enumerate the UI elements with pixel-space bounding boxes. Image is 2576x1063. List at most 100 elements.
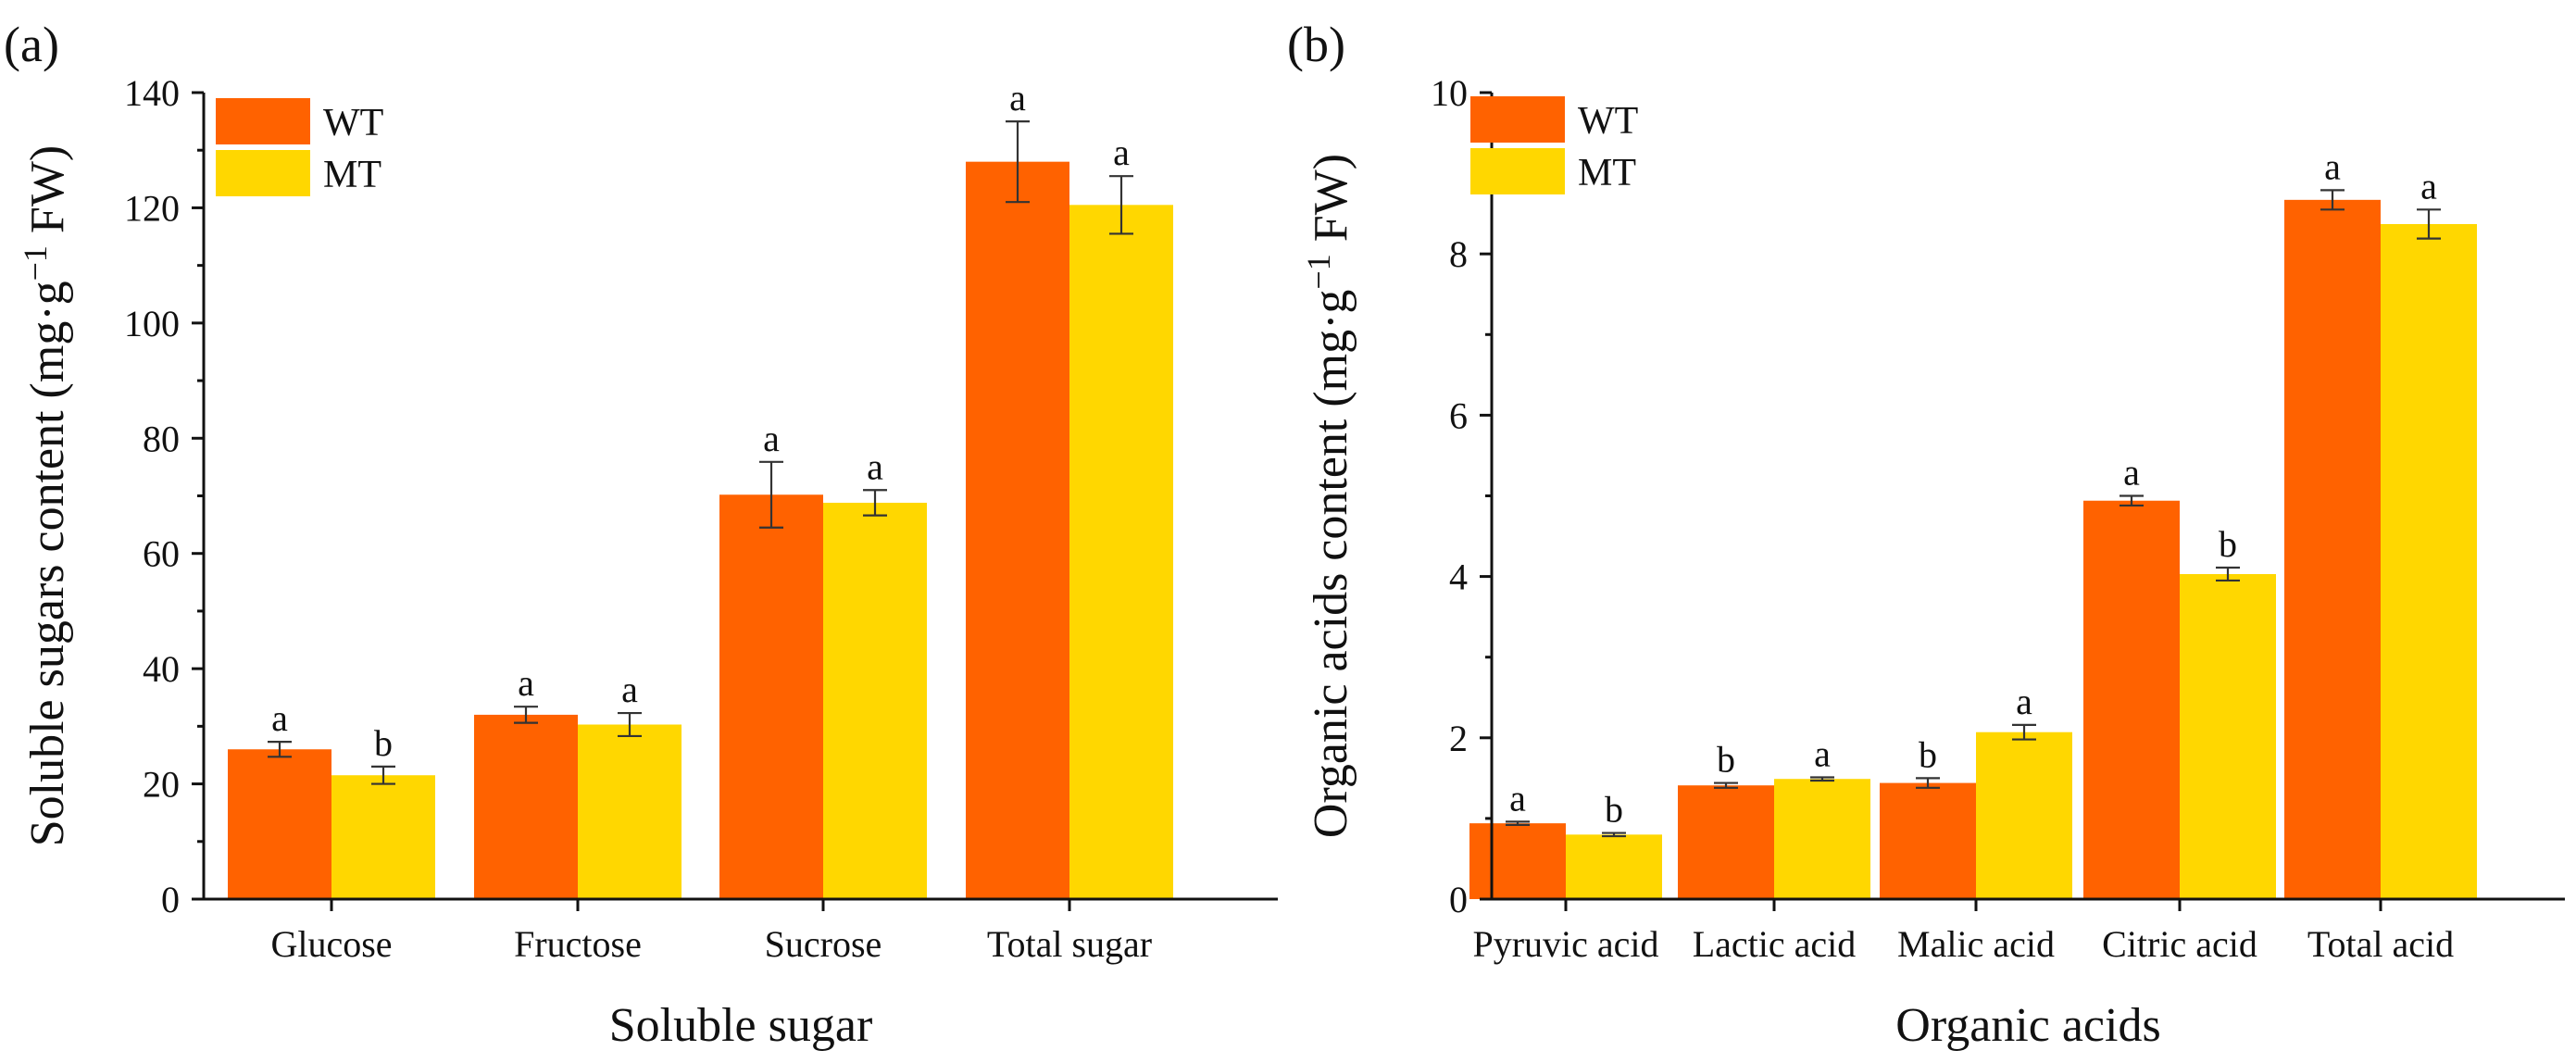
- x-tick-label: Glucose: [270, 923, 392, 965]
- legend-swatch-mt: [1470, 148, 1565, 194]
- error-bar-wt-pyruvic-acid: [1506, 820, 1530, 826]
- series-wt: a a a a: [228, 77, 1069, 899]
- error-bar-mt-pyruvic-acid: [1602, 832, 1626, 838]
- x-tick-label: Sucrose: [765, 923, 882, 965]
- y-tick-label: 100: [124, 303, 180, 344]
- y-axis-title-end: FW): [21, 145, 74, 245]
- y-tick-label: 20: [143, 764, 180, 806]
- y-tick-label: 10: [1431, 72, 1468, 114]
- bar-wt-glucose: [228, 749, 331, 899]
- x-tick-label: Citric acid: [2102, 923, 2257, 965]
- error-bar-wt-total-sugar: [1006, 120, 1030, 204]
- y-tick-label: 140: [124, 72, 180, 114]
- legend-label-wt: WT: [1578, 100, 1638, 143]
- significance-label: b: [1717, 739, 1735, 781]
- error-bar-mt-fructose: [618, 711, 642, 738]
- error-bar-wt-glucose: [268, 741, 292, 758]
- bar-mt-pyruvic-acid: [1566, 834, 1662, 899]
- error-bar-mt-sucrose: [863, 489, 887, 517]
- x-tick-label: Pyruvic acid: [1472, 923, 1658, 965]
- significance-label: a: [271, 697, 288, 739]
- x-tick-label: Total sugar: [987, 923, 1152, 965]
- bar-mt-citric-acid: [2180, 573, 2276, 899]
- error-bar-mt-citric-acid: [2216, 566, 2240, 582]
- bar-wt-sucrose: [719, 494, 823, 899]
- significance-label: a: [2420, 165, 2437, 206]
- error-bar-mt-lactic-acid: [1810, 776, 1834, 782]
- legend-swatch-wt: [216, 98, 310, 144]
- significance-label: b: [1605, 789, 1623, 831]
- error-bar-mt-total-sugar: [1109, 175, 1133, 235]
- y-tick-label: 40: [143, 648, 180, 690]
- significance-label: b: [1919, 733, 1937, 775]
- chart-panel-b: (b) a b b a a b a a b a 0 2 4 6 8 10 Pyruvic acid Lactic a…: [1287, 17, 2565, 1052]
- legend: WT MT: [1470, 96, 1638, 194]
- bar-mt-total-sugar: [1069, 205, 1173, 899]
- legend-label-mt: MT: [1578, 152, 1636, 194]
- significance-label: a: [1113, 131, 1130, 173]
- bar-mt-fructose: [578, 724, 682, 899]
- significance-label: a: [621, 669, 638, 710]
- series-wt: a b b a a: [1469, 145, 2381, 899]
- series-mt: b a a a: [331, 131, 1173, 899]
- bar-wt-pyruvic-acid: [1469, 823, 1566, 899]
- error-bar-wt-sucrose: [759, 460, 783, 529]
- significance-label: b: [374, 722, 393, 764]
- error-bar-mt-malic-acid: [2012, 723, 2036, 741]
- error-bar-mt-glucose: [371, 765, 395, 785]
- x-tick-label: Lactic acid: [1693, 923, 1857, 965]
- bar-mt-lactic-acid: [1774, 779, 1870, 899]
- y-axis-title-superscript: −1: [17, 245, 54, 281]
- bar-mt-malic-acid: [1976, 732, 2072, 899]
- x-tick-label: Malic acid: [1897, 923, 2055, 965]
- significance-label: a: [763, 418, 780, 459]
- error-bar-mt-total-acid: [2417, 208, 2441, 240]
- bar-wt-fructose: [474, 714, 578, 899]
- significance-label: a: [2016, 681, 2032, 722]
- y-tick-label: 2: [1449, 718, 1468, 759]
- y-tick-label: 6: [1449, 394, 1468, 436]
- error-bar-wt-total-acid: [2320, 189, 2345, 211]
- y-axis-title-main: Soluble sugars content (mg·g: [21, 281, 74, 846]
- bar-wt-lactic-acid: [1678, 785, 1774, 899]
- series-mt: b a a b a: [1566, 165, 2477, 899]
- x-axis-title: Organic acids: [1895, 999, 2160, 1052]
- legend-swatch-wt: [1470, 96, 1565, 143]
- y-axis-title-end: FW): [1305, 154, 1357, 254]
- x-tick-label: Fructose: [514, 923, 642, 965]
- x-axis-title: Soluble sugar: [609, 999, 873, 1052]
- legend-label-mt: MT: [323, 154, 381, 196]
- panel-label: (b): [1287, 17, 1345, 72]
- y-tick-label: 0: [161, 879, 180, 920]
- bar-wt-total-sugar: [966, 161, 1069, 899]
- significance-label: a: [1814, 732, 1831, 774]
- legend: WT MT: [216, 98, 383, 196]
- bar-mt-sucrose: [823, 502, 927, 899]
- y-axis-title: Organic acids content (mg·g−1 FW): [1300, 154, 1357, 838]
- significance-label: a: [518, 662, 534, 704]
- bar-wt-malic-acid: [1880, 782, 1976, 899]
- significance-label: a: [1509, 777, 1526, 819]
- significance-label: a: [2123, 452, 2140, 494]
- error-bar-wt-malic-acid: [1916, 777, 1940, 789]
- y-tick-label: 0: [1449, 879, 1468, 920]
- x-tick-label: Total acid: [2307, 923, 2454, 965]
- bar-wt-citric-acid: [2083, 500, 2180, 899]
- significance-label: a: [2324, 145, 2341, 187]
- y-axis-title-superscript: −1: [1300, 254, 1337, 289]
- y-tick-label: 80: [143, 418, 180, 459]
- y-tick-label: 4: [1449, 557, 1468, 598]
- error-bar-wt-lactic-acid: [1714, 782, 1738, 789]
- significance-label: a: [867, 445, 883, 487]
- y-tick-label: 120: [124, 187, 180, 229]
- y-tick-label: 60: [143, 533, 180, 575]
- bar-mt-glucose: [331, 775, 435, 899]
- chart-panel-a: (a) a a a a b a a a 0 20 40 60 80 100 120 140 Glucose Fruc…: [4, 17, 1278, 1052]
- y-axis-title: Soluble sugars content (mg·g−1 FW): [17, 145, 74, 847]
- y-tick-label: 8: [1449, 233, 1468, 275]
- significance-label: b: [2219, 523, 2237, 565]
- error-bar-wt-fructose: [514, 706, 538, 724]
- legend-swatch-mt: [216, 150, 310, 196]
- bar-mt-total-acid: [2381, 223, 2477, 899]
